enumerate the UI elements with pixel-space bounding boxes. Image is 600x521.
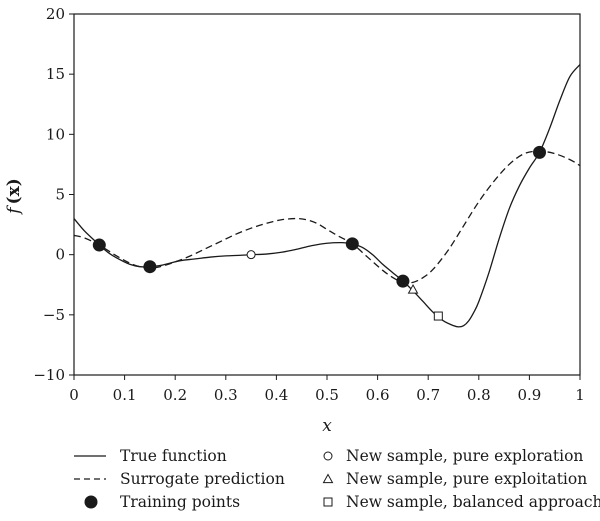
surrogate-prediction-line	[74, 150, 580, 284]
legend-entry: New sample, pure exploitation	[322, 470, 587, 488]
legend-label: New sample, pure exploitation	[346, 470, 587, 488]
new-sample-marker	[433, 311, 443, 321]
x-tick-label: 0.6	[366, 386, 390, 404]
y-tick-label: 0	[55, 246, 65, 264]
y-axis-title-argument: (x)	[4, 178, 24, 204]
y-axis-title: f(x)	[4, 178, 24, 216]
legend-swatch-open-triangle	[322, 473, 334, 484]
new-sample-marker	[407, 284, 419, 294]
y-axis: −10 −5 0 5 10 15 20	[33, 5, 74, 384]
x-tick-label: 0.8	[467, 386, 491, 404]
y-tick-label: 10	[46, 125, 65, 143]
series-lines	[74, 64, 580, 328]
legend-swatch-open-square	[323, 497, 333, 507]
training-point	[345, 237, 359, 251]
training-point	[92, 238, 106, 252]
legend-entry: True function	[74, 447, 227, 465]
y-axis-title-function: f	[4, 205, 24, 216]
legend-entry: Surrogate prediction	[74, 470, 285, 488]
plot-area	[73, 13, 581, 376]
x-tick-label: 0.4	[264, 386, 288, 404]
x-tick-label: 0	[69, 386, 79, 404]
true-function-line	[74, 64, 580, 328]
new-sample-marker	[246, 250, 256, 260]
training-point	[533, 145, 547, 159]
legend-label: New sample, pure exploration	[346, 447, 583, 465]
x-tick-label: 0.5	[315, 386, 339, 404]
y-tick-label: 5	[55, 186, 65, 204]
y-tick-label: −10	[33, 366, 65, 384]
y-tick-label: 20	[46, 5, 65, 23]
legend-entry: New sample, balanced approach	[323, 493, 600, 511]
x-axis-title: x	[322, 416, 332, 436]
legend-entry: Training points	[84, 493, 240, 511]
training-point	[396, 274, 410, 288]
legend-entry: New sample, pure exploration	[323, 447, 583, 465]
plot-frame	[73, 13, 581, 376]
x-tick-label: 0.1	[113, 386, 137, 404]
legend-label: True function	[120, 447, 227, 465]
legend-label: New sample, balanced approach	[346, 493, 600, 511]
x-axis: 0 0.1 0.2 0.3 0.4 0.5 0.6 0.7 0.8 0.9 1	[69, 375, 585, 404]
x-tick-label: 1	[575, 386, 585, 404]
legend-swatch-filled-circle	[84, 495, 98, 509]
legend-label: Training points	[120, 493, 240, 511]
y-tick-label: −5	[43, 306, 65, 324]
x-tick-label: 0.7	[416, 386, 440, 404]
markers	[92, 145, 547, 321]
legend: True function Surrogate prediction Trainin…	[74, 447, 600, 511]
x-tick-label: 0.9	[517, 386, 541, 404]
y-tick-label: 15	[46, 65, 65, 83]
x-tick-label: 0.3	[214, 386, 238, 404]
legend-label: Surrogate prediction	[120, 470, 285, 488]
training-point	[143, 260, 157, 274]
x-tick-label: 0.2	[163, 386, 187, 404]
legend-swatch-open-circle	[323, 451, 333, 461]
